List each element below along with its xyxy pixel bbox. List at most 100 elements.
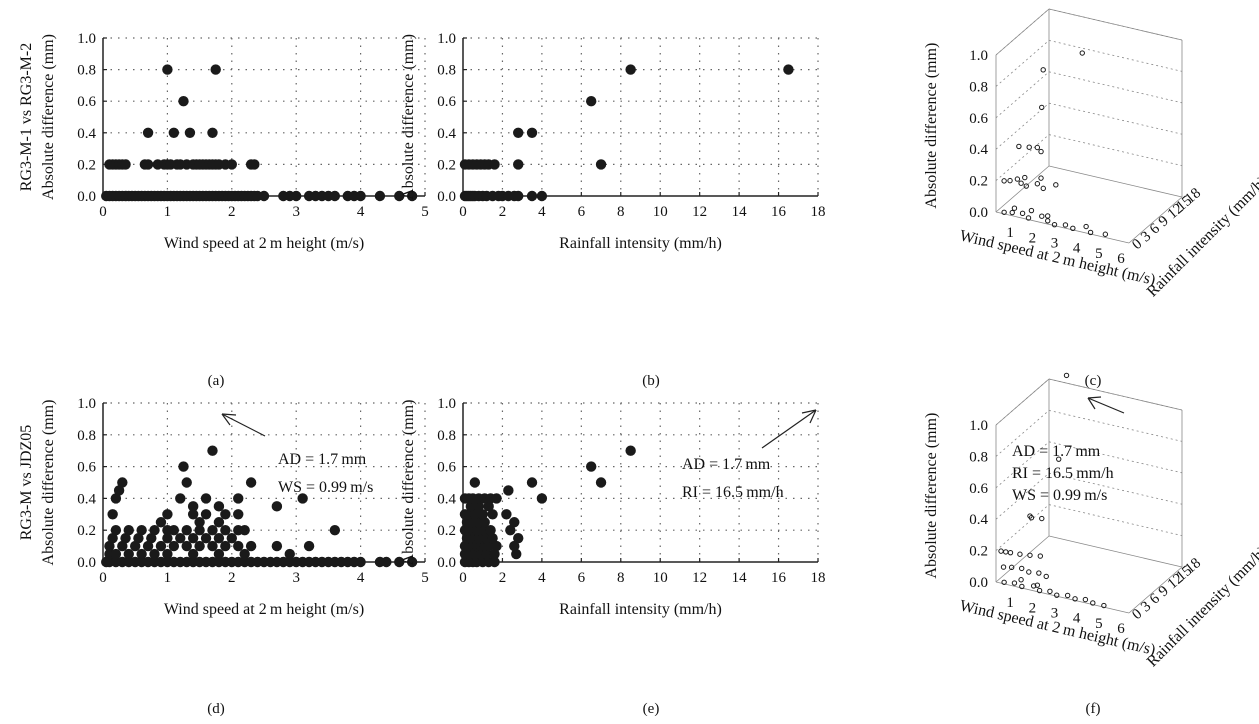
data-point bbox=[284, 548, 295, 560]
chart-panel-d: 0 1 2 3 4 5 0.0 0.2 0.4 0.6 0.8 1.0 Wind speed at 2 … bbox=[18, 396, 429, 717]
z-grid-line bbox=[1048, 71, 1183, 104]
z-tick-label: 0.0 bbox=[969, 205, 988, 221]
data-point bbox=[181, 477, 192, 488]
data-point bbox=[220, 540, 231, 552]
data-point bbox=[513, 190, 524, 202]
wall-edge bbox=[1048, 535, 1183, 568]
data-point bbox=[1044, 213, 1051, 219]
data-point bbox=[120, 532, 131, 544]
data-point bbox=[1102, 231, 1109, 237]
y-tick-label: 0.6 bbox=[437, 94, 456, 110]
x-tick-label: 6 bbox=[578, 570, 586, 586]
row-label: RG3-M vs JDZ05 bbox=[18, 425, 35, 541]
data-point bbox=[1026, 569, 1032, 575]
z-tick-label: 0.8 bbox=[969, 449, 988, 465]
data-point bbox=[473, 501, 484, 512]
x-tick-label: 0 bbox=[99, 204, 107, 220]
data-point bbox=[233, 509, 244, 520]
x-tick-label: 1 bbox=[164, 204, 172, 220]
x-tick-label: 3 bbox=[1051, 606, 1059, 622]
data-point bbox=[149, 525, 160, 536]
x-tick-label: 16 bbox=[771, 570, 787, 586]
data-point bbox=[1087, 229, 1094, 236]
data-point bbox=[184, 127, 196, 138]
data-point bbox=[194, 525, 205, 536]
data-point bbox=[355, 190, 366, 202]
data-point bbox=[1027, 552, 1033, 558]
data-point bbox=[1039, 213, 1045, 219]
wall-edge bbox=[1128, 196, 1183, 244]
data-point bbox=[477, 509, 488, 520]
data-point bbox=[374, 190, 386, 202]
data-point bbox=[783, 64, 794, 75]
x-tick-label: 0 bbox=[459, 204, 467, 220]
data-point bbox=[220, 509, 231, 520]
data-point bbox=[526, 127, 538, 138]
data-point bbox=[1036, 587, 1043, 594]
data-point bbox=[1017, 551, 1023, 557]
z-tick-label: 0.2 bbox=[969, 544, 988, 560]
x-tick-label: 16 bbox=[771, 204, 787, 220]
data-point bbox=[526, 477, 538, 488]
data-point bbox=[489, 556, 500, 568]
data-point bbox=[207, 525, 218, 536]
data-point bbox=[1063, 372, 1070, 379]
data-point bbox=[245, 540, 257, 552]
data-point bbox=[303, 540, 315, 552]
data-point bbox=[625, 64, 636, 75]
data-point bbox=[1040, 67, 1046, 73]
data-point bbox=[394, 190, 405, 202]
data-point bbox=[1070, 225, 1076, 231]
data-point bbox=[104, 540, 115, 552]
data-point bbox=[483, 501, 494, 512]
x-axis-label: Wind speed at 2 m height (m/s) bbox=[164, 235, 364, 252]
data-point bbox=[1018, 180, 1024, 186]
y-tick-label: 0.6 bbox=[77, 460, 96, 476]
y-tick-label: 0.2 bbox=[437, 157, 456, 173]
x-tick-label: 8 bbox=[617, 570, 625, 586]
data-point bbox=[503, 485, 514, 496]
caption: (a) bbox=[208, 373, 225, 389]
z-tick-label: 0.8 bbox=[969, 79, 988, 95]
data-point bbox=[117, 540, 128, 552]
data-point bbox=[509, 540, 520, 552]
y-tick-label: 0.8 bbox=[437, 428, 456, 444]
data-point bbox=[1037, 553, 1044, 559]
x-tick-label: 14 bbox=[732, 204, 748, 220]
x-tick-label: 3 bbox=[292, 204, 300, 220]
data-point bbox=[178, 461, 189, 472]
z-tick-label: 1.0 bbox=[969, 48, 988, 64]
data-point bbox=[226, 532, 237, 544]
data-point bbox=[113, 485, 125, 496]
data-point bbox=[1011, 205, 1018, 211]
data-point bbox=[187, 509, 199, 520]
z-tick-label: 0.4 bbox=[969, 512, 988, 528]
z-grid-line bbox=[995, 40, 1050, 87]
data-point bbox=[1040, 185, 1046, 192]
y-tick-label: 0.8 bbox=[437, 63, 456, 79]
data-point bbox=[168, 540, 180, 552]
y-axis-label: Absolute difference (mm) bbox=[40, 34, 57, 200]
y-tick-label: 1.0 bbox=[77, 31, 96, 47]
y-axis-label: Absolute difference (mm) bbox=[400, 400, 417, 566]
data-point bbox=[329, 525, 341, 536]
x-tick-label: 8 bbox=[617, 204, 625, 220]
data-point bbox=[245, 477, 257, 488]
x-tick-label: 2 bbox=[499, 204, 507, 220]
data-point bbox=[1028, 207, 1035, 214]
data-point bbox=[483, 540, 494, 552]
y-tick-label: 0.0 bbox=[77, 555, 96, 571]
data-point bbox=[213, 548, 225, 560]
x-tick-label: 3 bbox=[1051, 236, 1059, 252]
data-point bbox=[181, 525, 192, 536]
chart-panel-a: 0 1 2 3 4 5 0.0 0.2 0.4 0.6 0.8 1.0 Wind speed at 2 … bbox=[18, 31, 429, 389]
data-point bbox=[469, 477, 481, 488]
data-point bbox=[489, 548, 500, 560]
z-grid-line bbox=[995, 134, 1050, 181]
data-point bbox=[107, 532, 118, 544]
data-point bbox=[1043, 573, 1049, 580]
data-point bbox=[1011, 580, 1018, 586]
data-point bbox=[1016, 143, 1022, 150]
